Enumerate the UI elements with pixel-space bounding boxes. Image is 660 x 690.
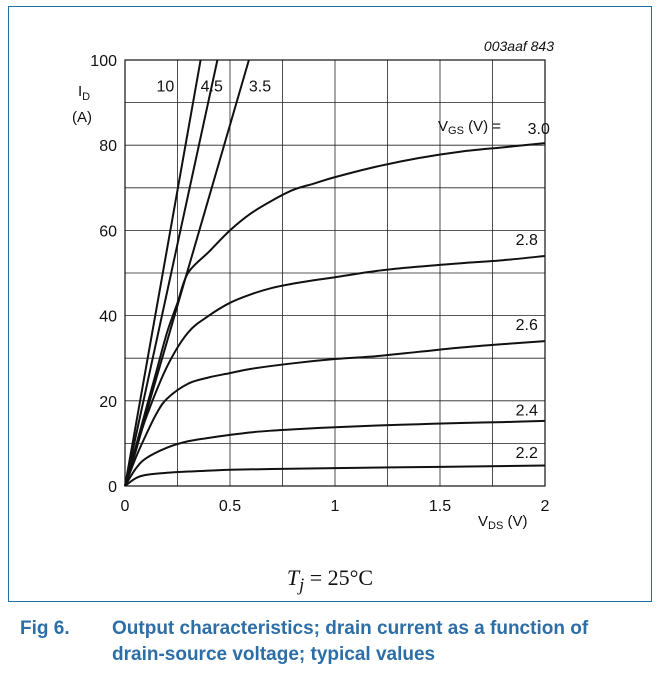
curves bbox=[124, 59, 546, 487]
y-tick-label: 0 bbox=[108, 479, 117, 496]
figure-number: Fig 6. bbox=[20, 618, 70, 639]
series-label-10: 10 bbox=[157, 79, 175, 96]
series-label-4.5: 4.5 bbox=[201, 79, 223, 96]
temperature-condition: Tj = 25°C bbox=[286, 565, 374, 595]
series-label-2.2: 2.2 bbox=[516, 445, 538, 462]
x-axis-label: VDS (V) bbox=[478, 513, 527, 532]
y-tick-label: 40 bbox=[99, 309, 117, 326]
curve-vgs-2.8 bbox=[124, 254, 546, 487]
curve-vgs-2.6 bbox=[124, 340, 546, 487]
x-tick-label: 2 bbox=[541, 498, 550, 515]
series-label-2.4: 2.4 bbox=[516, 402, 538, 419]
y-tick-label: 80 bbox=[99, 138, 117, 155]
figure-caption-text: Output characteristics; drain current as… bbox=[112, 618, 589, 665]
figure-caption: Fig 6. Output characteristics; drain curr… bbox=[20, 616, 650, 668]
x-tick-label: 1.5 bbox=[429, 498, 451, 515]
x-tick-label: 0.5 bbox=[219, 498, 241, 515]
curve-vgs-4.5 bbox=[124, 59, 219, 487]
curve-vgs-2.2 bbox=[124, 464, 546, 487]
y-axis-unit: (A) bbox=[72, 109, 92, 126]
series-label-3.5: 3.5 bbox=[249, 79, 271, 96]
y-axis-label: ID bbox=[78, 83, 90, 103]
plot-frame bbox=[124, 59, 546, 487]
curve-vgs-10 bbox=[124, 59, 202, 487]
figure-code: 003aaf 843 bbox=[484, 38, 554, 54]
series-label-3.0: 3.0 bbox=[528, 121, 550, 138]
series-label-2.6: 2.6 bbox=[516, 317, 538, 334]
y-tick-label: 60 bbox=[99, 223, 117, 240]
curve-vgs-2.4 bbox=[124, 419, 546, 487]
series-label-prefix: VGS (V) = bbox=[438, 118, 501, 137]
y-tick-label: 100 bbox=[90, 53, 117, 70]
series-labels: 10 4.5 3.5 3.0 2.8 2.6 2.4 2.2 bbox=[157, 79, 550, 462]
x-tick-label: 0 bbox=[121, 498, 130, 515]
x-tick-label: 1 bbox=[331, 498, 340, 515]
series-label-2.8: 2.8 bbox=[516, 232, 538, 249]
curve-vgs-3.0 bbox=[124, 142, 546, 487]
y-tick-label: 20 bbox=[99, 394, 117, 411]
figure-frame bbox=[8, 6, 652, 602]
